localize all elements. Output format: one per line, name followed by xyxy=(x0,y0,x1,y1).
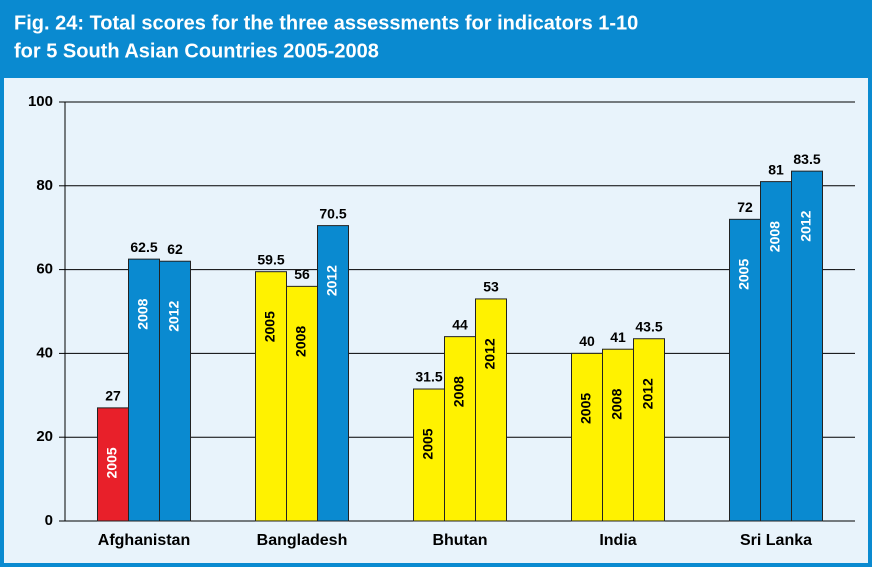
series-label: 2005 xyxy=(736,259,752,290)
chart-title: for 5 South Asian Countries 2005-2008 xyxy=(14,40,379,62)
series-label: 2008 xyxy=(451,376,467,407)
x-tick-label: Sri Lanka xyxy=(740,532,812,549)
series-label: 2008 xyxy=(135,298,151,329)
bar xyxy=(317,225,349,522)
value-label: 41 xyxy=(610,329,626,345)
value-label: 44 xyxy=(452,316,468,332)
bar xyxy=(413,388,445,522)
bar xyxy=(286,285,318,522)
series-label: 2008 xyxy=(609,388,625,419)
x-tick-label: Afghanistan xyxy=(98,532,190,549)
y-tick-label: 40 xyxy=(36,344,53,361)
series-label: 2005 xyxy=(578,393,594,424)
series-label: 2005 xyxy=(420,428,436,459)
bar xyxy=(97,407,129,522)
value-label: 56 xyxy=(294,266,310,282)
y-tick-label: 20 xyxy=(36,428,53,445)
value-label: 81 xyxy=(768,161,784,177)
bar xyxy=(128,258,160,522)
bar xyxy=(159,260,191,522)
x-tick-label: Bangladesh xyxy=(257,532,348,549)
value-label: 43.5 xyxy=(635,318,662,334)
value-label: 27 xyxy=(105,388,121,404)
chart-title: Fig. 24: Total scores for the three asse… xyxy=(14,12,638,34)
bar xyxy=(444,336,476,522)
value-label: 59.5 xyxy=(257,251,284,267)
value-label: 62.5 xyxy=(130,239,157,255)
series-label: 2008 xyxy=(767,221,783,252)
bar xyxy=(729,218,761,522)
x-tick-label: Bhutan xyxy=(432,532,487,549)
series-label: 2008 xyxy=(293,326,309,357)
series-label: 2012 xyxy=(482,338,498,369)
y-tick-label: 60 xyxy=(36,261,53,278)
x-tick-label: India xyxy=(599,532,636,549)
bar xyxy=(475,298,507,522)
y-tick-label: 80 xyxy=(36,177,53,194)
value-label: 72 xyxy=(737,199,753,215)
series-label: 2012 xyxy=(324,265,340,296)
bar xyxy=(760,181,792,522)
value-label: 53 xyxy=(483,279,499,295)
y-tick-label: 100 xyxy=(28,93,53,110)
series-label: 2005 xyxy=(262,311,278,342)
y-tick-label: 0 xyxy=(45,512,53,529)
value-label: 40 xyxy=(579,333,595,349)
bar xyxy=(255,271,287,522)
series-label: 2012 xyxy=(166,300,182,331)
value-label: 83.5 xyxy=(793,151,820,167)
value-label: 62 xyxy=(167,241,183,257)
bar xyxy=(602,348,634,522)
bar xyxy=(791,170,823,522)
series-label: 2005 xyxy=(104,447,120,478)
bar xyxy=(571,352,603,522)
series-label: 2012 xyxy=(640,378,656,409)
bar xyxy=(633,338,665,522)
value-label: 31.5 xyxy=(415,369,442,385)
value-label: 70.5 xyxy=(319,205,346,221)
series-label: 2012 xyxy=(798,210,814,241)
